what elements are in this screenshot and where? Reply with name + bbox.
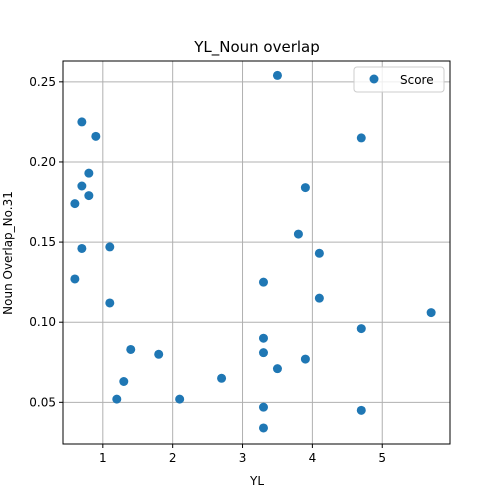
data-point	[70, 199, 79, 208]
data-point	[126, 345, 135, 354]
legend-label: Score	[400, 73, 434, 87]
x-axis-label: YL	[249, 474, 264, 488]
x-tick-label: 4	[309, 451, 317, 465]
x-tick-label: 1	[99, 451, 107, 465]
data-point	[119, 377, 128, 386]
data-point	[84, 191, 93, 200]
legend-marker	[370, 75, 379, 84]
y-tick-label: 0.10	[29, 315, 56, 329]
y-tick-label: 0.05	[29, 395, 56, 409]
data-point	[301, 183, 310, 192]
data-point	[77, 117, 86, 126]
y-tick-label: 0.20	[29, 155, 56, 169]
data-point	[301, 355, 310, 364]
data-point	[357, 406, 366, 415]
data-point	[105, 242, 114, 251]
legend: Score	[354, 67, 444, 92]
x-tick-label: 3	[239, 451, 247, 465]
data-point	[294, 230, 303, 239]
chart-title: YL_Noun overlap	[193, 38, 320, 57]
data-point	[112, 395, 121, 404]
data-point	[259, 403, 268, 412]
data-point	[315, 294, 324, 303]
data-point	[154, 350, 163, 359]
data-point	[105, 298, 114, 307]
data-point	[427, 308, 436, 317]
data-point	[77, 244, 86, 253]
y-axis-label: Noun Overlap_No.31	[1, 191, 15, 315]
data-point	[273, 71, 282, 80]
data-point	[70, 274, 79, 283]
data-point	[259, 423, 268, 432]
data-point	[273, 364, 282, 373]
data-point	[84, 169, 93, 178]
data-point	[217, 374, 226, 383]
y-tick-label: 0.15	[29, 235, 56, 249]
data-point	[357, 324, 366, 333]
x-tick-label: 2	[169, 451, 177, 465]
data-point	[91, 132, 100, 141]
data-point	[259, 278, 268, 287]
data-point	[259, 348, 268, 357]
data-point	[77, 181, 86, 190]
x-tick-label: 5	[378, 451, 386, 465]
data-point	[259, 334, 268, 343]
data-point	[315, 249, 324, 258]
data-point	[357, 133, 366, 142]
data-point	[175, 395, 184, 404]
y-tick-label: 0.25	[29, 75, 56, 89]
